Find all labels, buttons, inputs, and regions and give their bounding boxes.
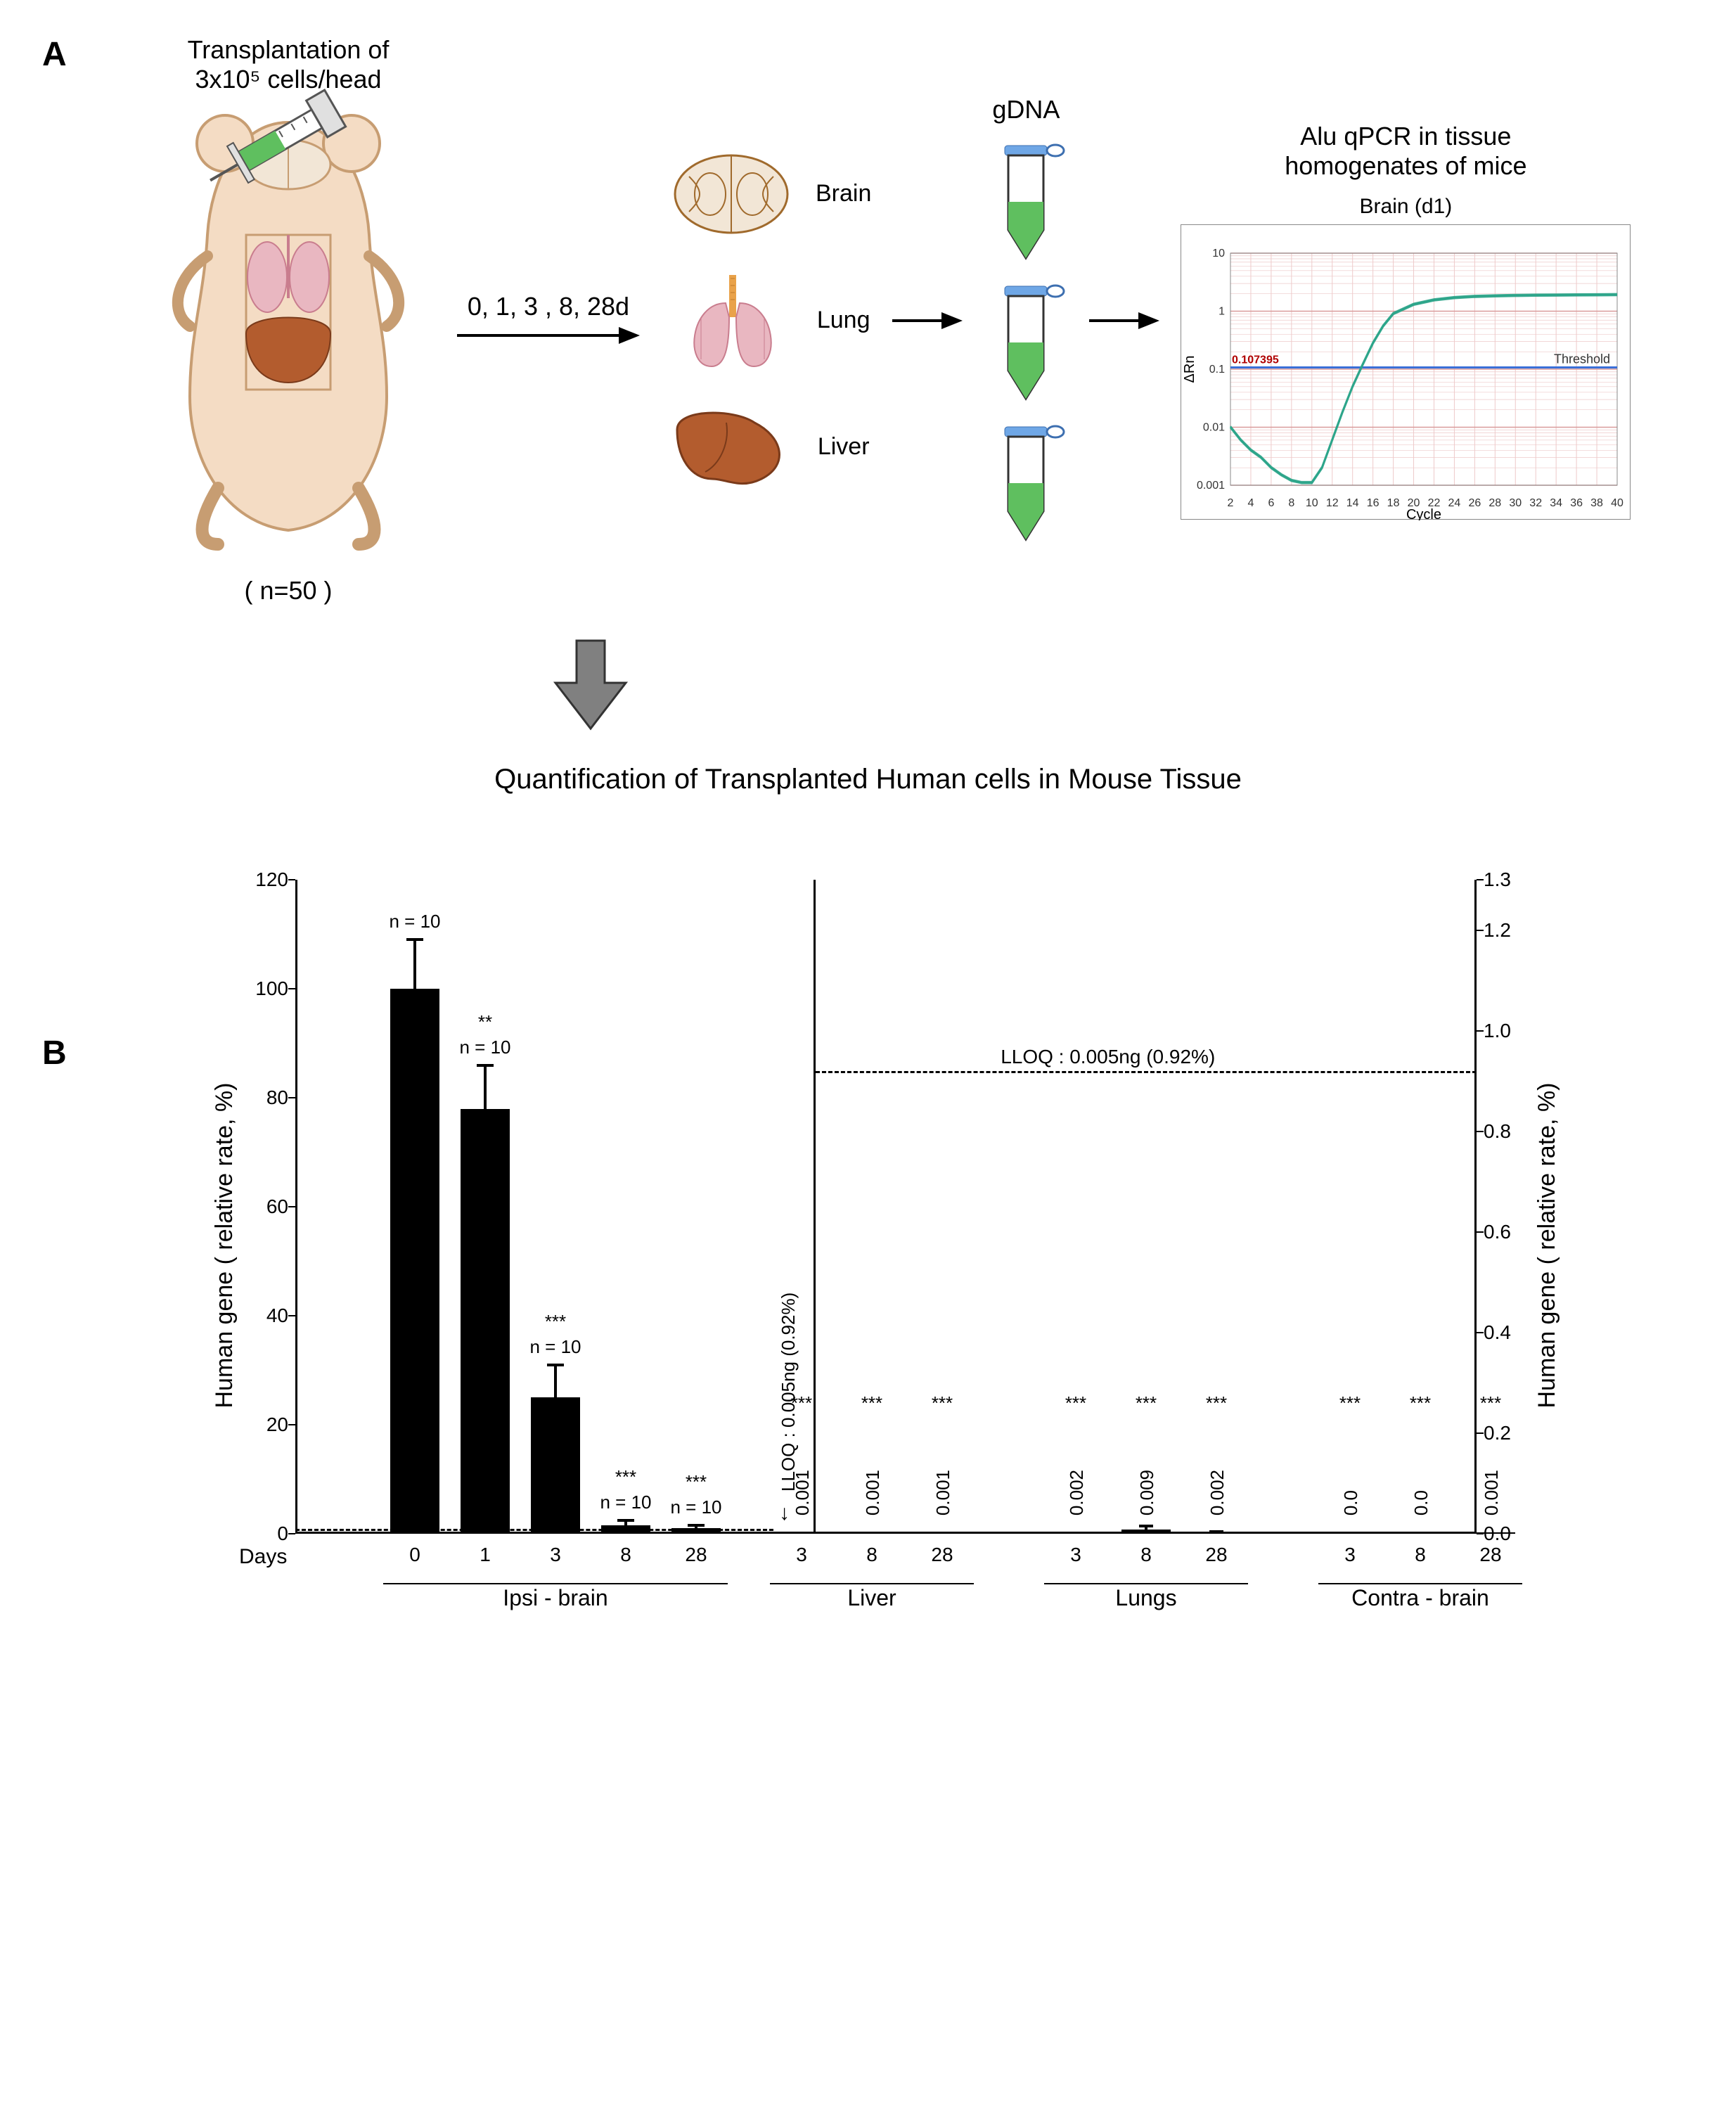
- svg-text:36: 36: [1571, 497, 1583, 509]
- svg-text:ΔRn: ΔRn: [1182, 355, 1197, 383]
- tube-icon: [984, 139, 1068, 265]
- svg-text:6: 6: [1268, 497, 1275, 509]
- svg-text:2: 2: [1228, 497, 1234, 509]
- svg-text:26: 26: [1469, 497, 1481, 509]
- svg-text:0.001: 0.001: [1197, 480, 1225, 492]
- timepoints-label: 0, 1, 3 , 8, 28d: [468, 292, 629, 321]
- days-label: Days: [239, 1545, 287, 1569]
- lung-icon: [662, 268, 803, 373]
- qpcr-title: Brain (d1): [1360, 195, 1453, 219]
- svg-text:24: 24: [1448, 497, 1461, 509]
- liver-icon: [663, 395, 804, 500]
- qpcr-caption: Alu qPCR in tissue homogenates of mice: [1285, 122, 1526, 181]
- svg-text:4: 4: [1248, 497, 1254, 509]
- svg-text:Threshold: Threshold: [1554, 352, 1610, 366]
- svg-text:38: 38: [1591, 497, 1604, 509]
- svg-text:14: 14: [1346, 497, 1359, 509]
- svg-text:12: 12: [1326, 497, 1339, 509]
- panel-a-label: A: [42, 35, 67, 74]
- panel-b-chart: 0204060801001200.00.20.40.60.81.01.21.3n…: [197, 852, 1575, 1639]
- panel-a-row: Transplantation of 3x10⁵ cells/head: [141, 35, 1708, 605]
- svg-text:1: 1: [1219, 305, 1225, 317]
- svg-text:8: 8: [1289, 497, 1295, 509]
- syringe-icon: [197, 66, 352, 221]
- tube-icon: [984, 420, 1068, 546]
- tubes-block: gDNA: [984, 95, 1068, 546]
- svg-text:0.107395: 0.107395: [1232, 354, 1279, 366]
- n-label: ( n=50 ): [141, 576, 436, 605]
- arrow-icon: [1089, 307, 1159, 335]
- y-left-label: Human gene ( relative rate, %): [211, 1083, 238, 1409]
- organs-block: Brain Lung Liver: [661, 141, 871, 500]
- mouse-block: Transplantation of 3x10⁵ cells/head: [141, 35, 436, 605]
- svg-text:Cycle: Cycle: [1406, 507, 1441, 520]
- arrow-icon: [457, 321, 640, 350]
- svg-text:10: 10: [1213, 248, 1226, 259]
- svg-text:18: 18: [1387, 497, 1400, 509]
- svg-text:0.01: 0.01: [1203, 421, 1225, 433]
- svg-text:34: 34: [1550, 497, 1563, 509]
- organ-label-brain: Brain: [816, 180, 871, 207]
- organ-label-lung: Lung: [817, 307, 870, 334]
- qpcr-chart: 2468101214161820222426283032343638400.00…: [1181, 224, 1631, 520]
- svg-text:32: 32: [1530, 497, 1543, 509]
- brain-icon: [661, 141, 802, 247]
- organ-label-liver: Liver: [818, 433, 870, 461]
- svg-text:0.1: 0.1: [1209, 364, 1225, 376]
- panel-b-label: B: [42, 1034, 67, 1072]
- down-arrow: [309, 634, 872, 736]
- svg-text:16: 16: [1367, 497, 1380, 509]
- svg-text:30: 30: [1510, 497, 1522, 509]
- gdna-label: gDNA: [992, 95, 1060, 124]
- mid-caption: Quantification of Transplanted Human cel…: [28, 764, 1708, 795]
- svg-text:28: 28: [1489, 497, 1502, 509]
- tube-icon: [984, 279, 1068, 406]
- svg-text:40: 40: [1611, 497, 1624, 509]
- lloq-vertical-text: LLOQ : 0.005ng (0.92%): [778, 1238, 799, 1492]
- qpcr-block: Alu qPCR in tissue homogenates of mice B…: [1181, 122, 1631, 520]
- arrow-icon: [892, 307, 963, 335]
- y-right-label: Human gene ( relative rate, %): [1534, 1083, 1561, 1409]
- svg-text:10: 10: [1306, 497, 1318, 509]
